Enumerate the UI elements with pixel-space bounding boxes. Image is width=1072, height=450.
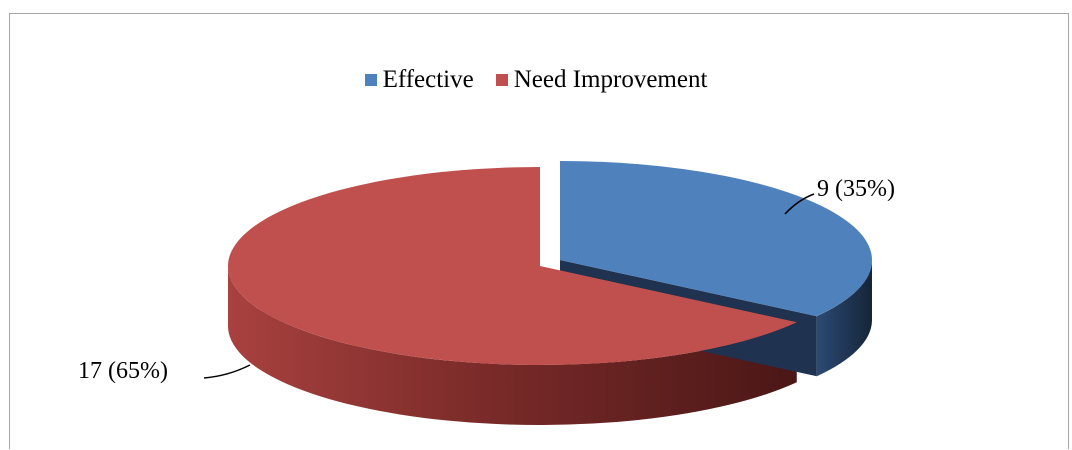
pie-slice-need-improvement: [227, 167, 797, 365]
pie-slice-effective: [560, 161, 872, 317]
legend-item-effective: Effective: [364, 66, 474, 94]
data-label-effective: 9 (35%): [817, 176, 895, 202]
data-label-need-improvement: 17 (65%): [78, 358, 168, 384]
legend-label-effective: Effective: [382, 66, 474, 93]
pie-side-need-improvement-0: [228, 265, 797, 425]
leader-line-need-improvement: [203, 364, 251, 379]
chart-legend: Effective Need Improvement: [0, 60, 1072, 100]
legend-item-need-improvement: Need Improvement: [495, 66, 708, 94]
legend-label-need-improvement: Need Improvement: [513, 66, 708, 93]
leader-line-effective: [784, 193, 815, 215]
pie-side-effective-0: [816, 260, 872, 377]
legend-swatch-need-improvement: [495, 74, 508, 86]
legend-swatch-effective: [364, 74, 377, 86]
chart-frame: [9, 13, 1069, 449]
